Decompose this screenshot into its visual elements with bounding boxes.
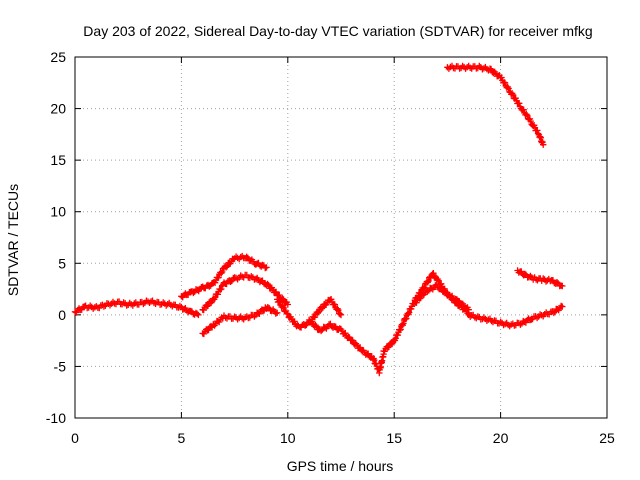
x-tick-label: 15 [386,430,402,446]
y-tick-label: 20 [50,101,66,117]
chart-title: Day 203 of 2022, Sidereal Day-to-day VTE… [83,23,592,39]
x-tick-label: 5 [178,430,186,446]
y-tick-label: 5 [58,255,66,271]
data-points [71,62,566,377]
y-tick-label: 0 [58,307,66,323]
series-markers [305,316,387,377]
x-axis-label: GPS time / hours [287,458,394,474]
x-tick-label: 10 [280,430,296,446]
series-arc-afternoon-2 [412,281,472,313]
series-arc-morning-mid [199,271,291,314]
series-arc-midday [274,296,345,331]
x-tick-label: 25 [599,430,615,446]
series-arc-morning-upper [178,252,270,301]
y-tick-label: -10 [46,410,66,426]
series-markers [71,297,202,319]
plot-frame [74,56,608,419]
grid [75,57,607,418]
series-markers [444,62,547,148]
series-markers [514,267,566,290]
y-tick-label: 10 [50,204,66,220]
series-markers [274,296,345,331]
series-arc-midday-2 [305,316,387,377]
y-axis-label: SDTVAR / TECUs [5,184,21,296]
x-tick-label: 0 [71,430,79,446]
x-tick-label: 20 [493,430,509,446]
series-arc-late [514,267,566,290]
y-tick-label: -5 [54,358,67,374]
series-arc-main [71,297,202,319]
series-markers [412,281,472,313]
series-markers [465,302,566,330]
axis-ticks: 0 5 10 15 20 25 -10 -5 0 5 10 15 20 25 [46,49,615,446]
y-tick-label: 15 [50,152,66,168]
series-markers [199,271,291,314]
series-markers [199,304,281,338]
series-arc-high [444,62,547,148]
y-tick-label: 25 [50,49,66,65]
series-arc-evening [465,302,566,330]
series-markers [178,252,270,301]
series-arc-morning-low [199,304,281,338]
